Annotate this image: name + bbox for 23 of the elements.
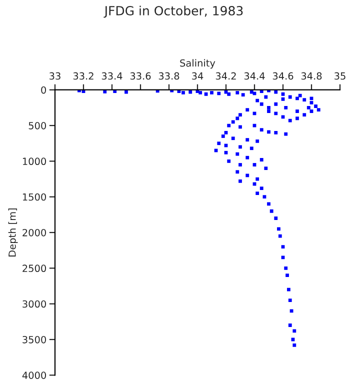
y-tick-label: 3000	[22, 300, 46, 308]
x-axis-title: Salinity	[180, 59, 216, 69]
chart-title: JFDG in October, 1983	[104, 6, 243, 18]
x-tick-label: 33.2	[73, 72, 94, 80]
x-tick-label: 34.8	[301, 72, 322, 80]
x-tick-label: 34.4	[244, 72, 265, 80]
x-tick-label: 33	[50, 72, 60, 80]
y-tick-label: 2500	[22, 264, 46, 272]
y-tick-label: 2000	[22, 228, 46, 236]
x-tick-label: 33.4	[102, 72, 122, 80]
y-axis-title: Depth [m]	[8, 208, 18, 256]
x-tick-label: 34.2	[216, 72, 236, 80]
x-tick-label: 34.6	[272, 72, 294, 80]
y-tick-label: 3500	[22, 336, 46, 344]
y-tick-label: 500	[28, 122, 46, 130]
y-tick-label: 1500	[22, 193, 46, 201]
x-tick-label: 34	[192, 72, 204, 80]
x-tick-label: 33.8	[158, 72, 180, 80]
x-tick-label: 33.6	[130, 72, 151, 80]
y-tick-label: 4000	[22, 372, 46, 379]
x-tick-label: 35	[334, 72, 346, 80]
y-tick-label: 1000	[22, 158, 46, 166]
y-tick-label: 0	[41, 86, 46, 94]
